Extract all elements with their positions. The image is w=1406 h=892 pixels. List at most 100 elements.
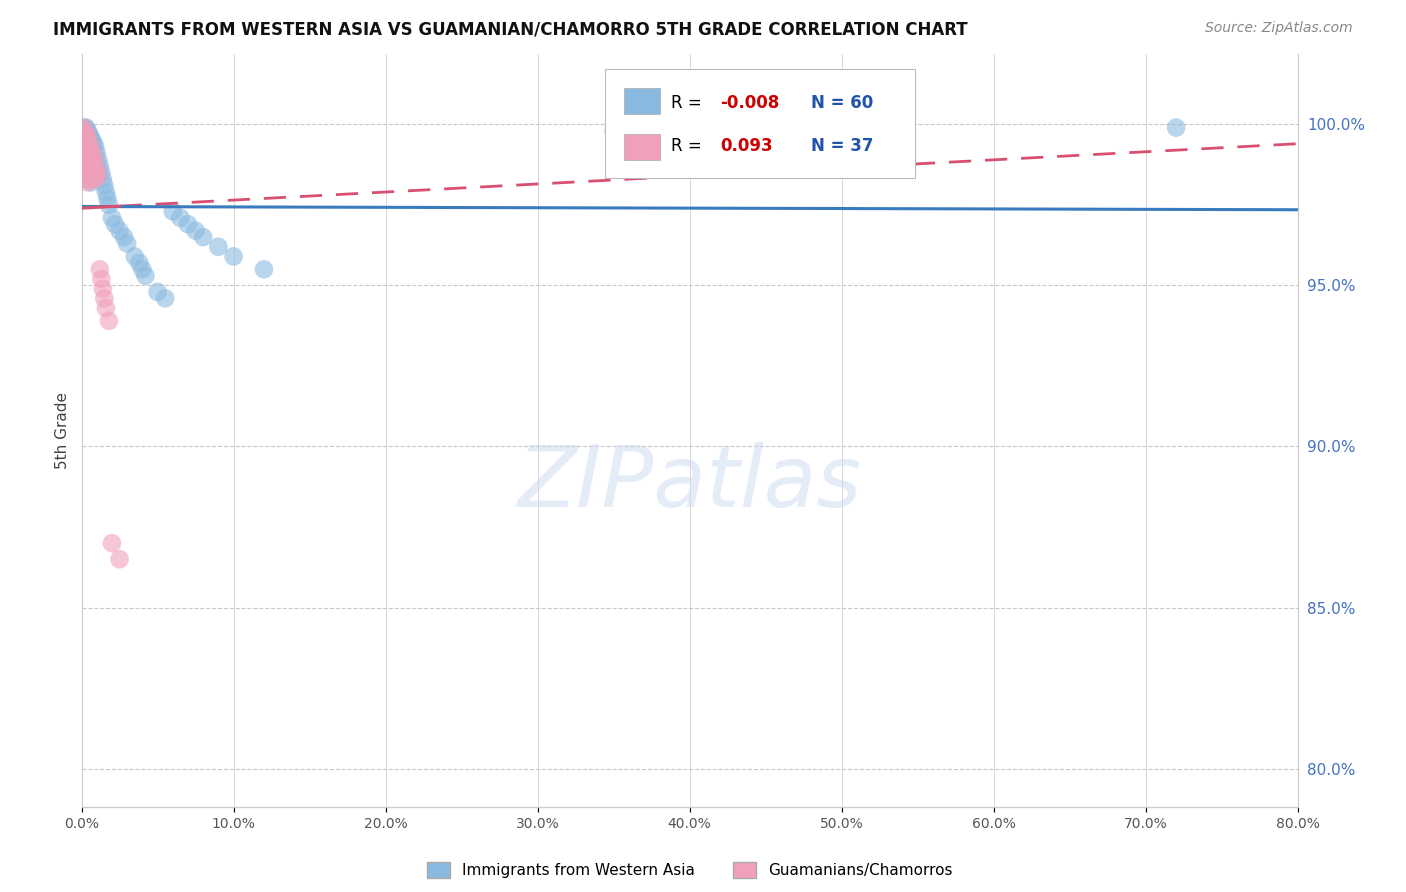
Point xyxy=(93,178,115,193)
Point xyxy=(73,124,96,138)
Point xyxy=(77,172,100,186)
Point xyxy=(87,169,110,183)
Point xyxy=(73,136,96,151)
Point xyxy=(79,156,101,170)
Point xyxy=(84,172,107,186)
Y-axis label: 5th Grade: 5th Grade xyxy=(55,392,70,469)
Point xyxy=(128,256,150,270)
Legend: Immigrants from Western Asia, Guamanians/Chamorros: Immigrants from Western Asia, Guamanians… xyxy=(420,855,959,884)
Point xyxy=(97,198,120,212)
Point xyxy=(108,552,131,566)
Point xyxy=(90,272,112,286)
Point xyxy=(79,143,101,157)
Point xyxy=(76,124,98,138)
Point xyxy=(131,262,153,277)
Text: -0.008: -0.008 xyxy=(720,94,779,112)
Point xyxy=(77,156,100,170)
Point xyxy=(79,175,101,189)
Point xyxy=(90,166,112,180)
Point xyxy=(77,136,100,151)
Point xyxy=(184,224,207,238)
Text: R =: R = xyxy=(672,136,713,154)
Point xyxy=(253,262,276,277)
Text: IMMIGRANTS FROM WESTERN ASIA VS GUAMANIAN/CHAMORRO 5TH GRADE CORRELATION CHART: IMMIGRANTS FROM WESTERN ASIA VS GUAMANIA… xyxy=(53,21,969,38)
Point xyxy=(146,285,169,299)
Point xyxy=(86,162,108,177)
Point xyxy=(124,250,146,264)
Point xyxy=(108,224,131,238)
Point xyxy=(79,130,101,145)
Point xyxy=(77,140,100,154)
Text: Source: ZipAtlas.com: Source: ZipAtlas.com xyxy=(1205,21,1353,35)
Point xyxy=(77,153,100,167)
Point xyxy=(84,140,107,154)
Point xyxy=(94,185,117,199)
Point xyxy=(207,240,229,254)
Text: 0.093: 0.093 xyxy=(720,136,773,154)
Point xyxy=(104,217,127,231)
Point xyxy=(79,172,101,186)
Point xyxy=(97,314,120,328)
Point xyxy=(75,166,97,180)
Point xyxy=(83,150,105,164)
Point xyxy=(1166,120,1188,135)
Point xyxy=(94,301,117,315)
Point xyxy=(153,291,176,305)
Point xyxy=(75,156,97,170)
Point xyxy=(169,211,191,225)
Point xyxy=(83,166,105,180)
Point xyxy=(77,169,100,183)
Point xyxy=(73,120,96,135)
Point xyxy=(222,250,245,264)
Text: N = 60: N = 60 xyxy=(811,94,873,112)
Text: ZIPatlas: ZIPatlas xyxy=(517,442,862,524)
Point xyxy=(72,124,94,138)
Point xyxy=(89,159,111,173)
Point xyxy=(101,536,124,550)
Point xyxy=(72,130,94,145)
Point xyxy=(101,211,124,225)
Point xyxy=(96,192,118,206)
Text: N = 37: N = 37 xyxy=(811,136,873,154)
Point xyxy=(76,153,98,167)
Point xyxy=(177,217,200,231)
Point xyxy=(76,169,98,183)
Point xyxy=(82,162,104,177)
Point xyxy=(83,136,105,151)
Point xyxy=(76,136,98,151)
Point xyxy=(89,262,111,277)
Point xyxy=(72,120,94,135)
FancyBboxPatch shape xyxy=(605,69,915,178)
Point xyxy=(76,175,98,189)
Point xyxy=(602,124,624,138)
Point xyxy=(75,140,97,154)
Point xyxy=(191,230,215,244)
Point xyxy=(86,146,108,161)
Point xyxy=(75,150,97,164)
Point xyxy=(82,134,104,148)
Point xyxy=(162,204,184,219)
Point xyxy=(72,140,94,154)
Point xyxy=(72,143,94,157)
Point xyxy=(73,134,96,148)
Point xyxy=(79,140,101,154)
Point xyxy=(86,162,108,177)
Point xyxy=(83,166,105,180)
Point xyxy=(82,146,104,161)
Point xyxy=(112,230,135,244)
Point xyxy=(76,159,98,173)
Point xyxy=(76,143,98,157)
Point xyxy=(73,156,96,170)
FancyBboxPatch shape xyxy=(624,88,661,114)
Point xyxy=(75,172,97,186)
Point xyxy=(73,150,96,164)
Point xyxy=(77,127,100,141)
Point xyxy=(75,127,97,141)
Point xyxy=(82,146,104,161)
Point xyxy=(91,282,114,296)
Point xyxy=(83,150,105,164)
Point xyxy=(75,120,97,135)
Text: R =: R = xyxy=(672,94,707,112)
Point xyxy=(93,291,115,305)
Point xyxy=(73,166,96,180)
